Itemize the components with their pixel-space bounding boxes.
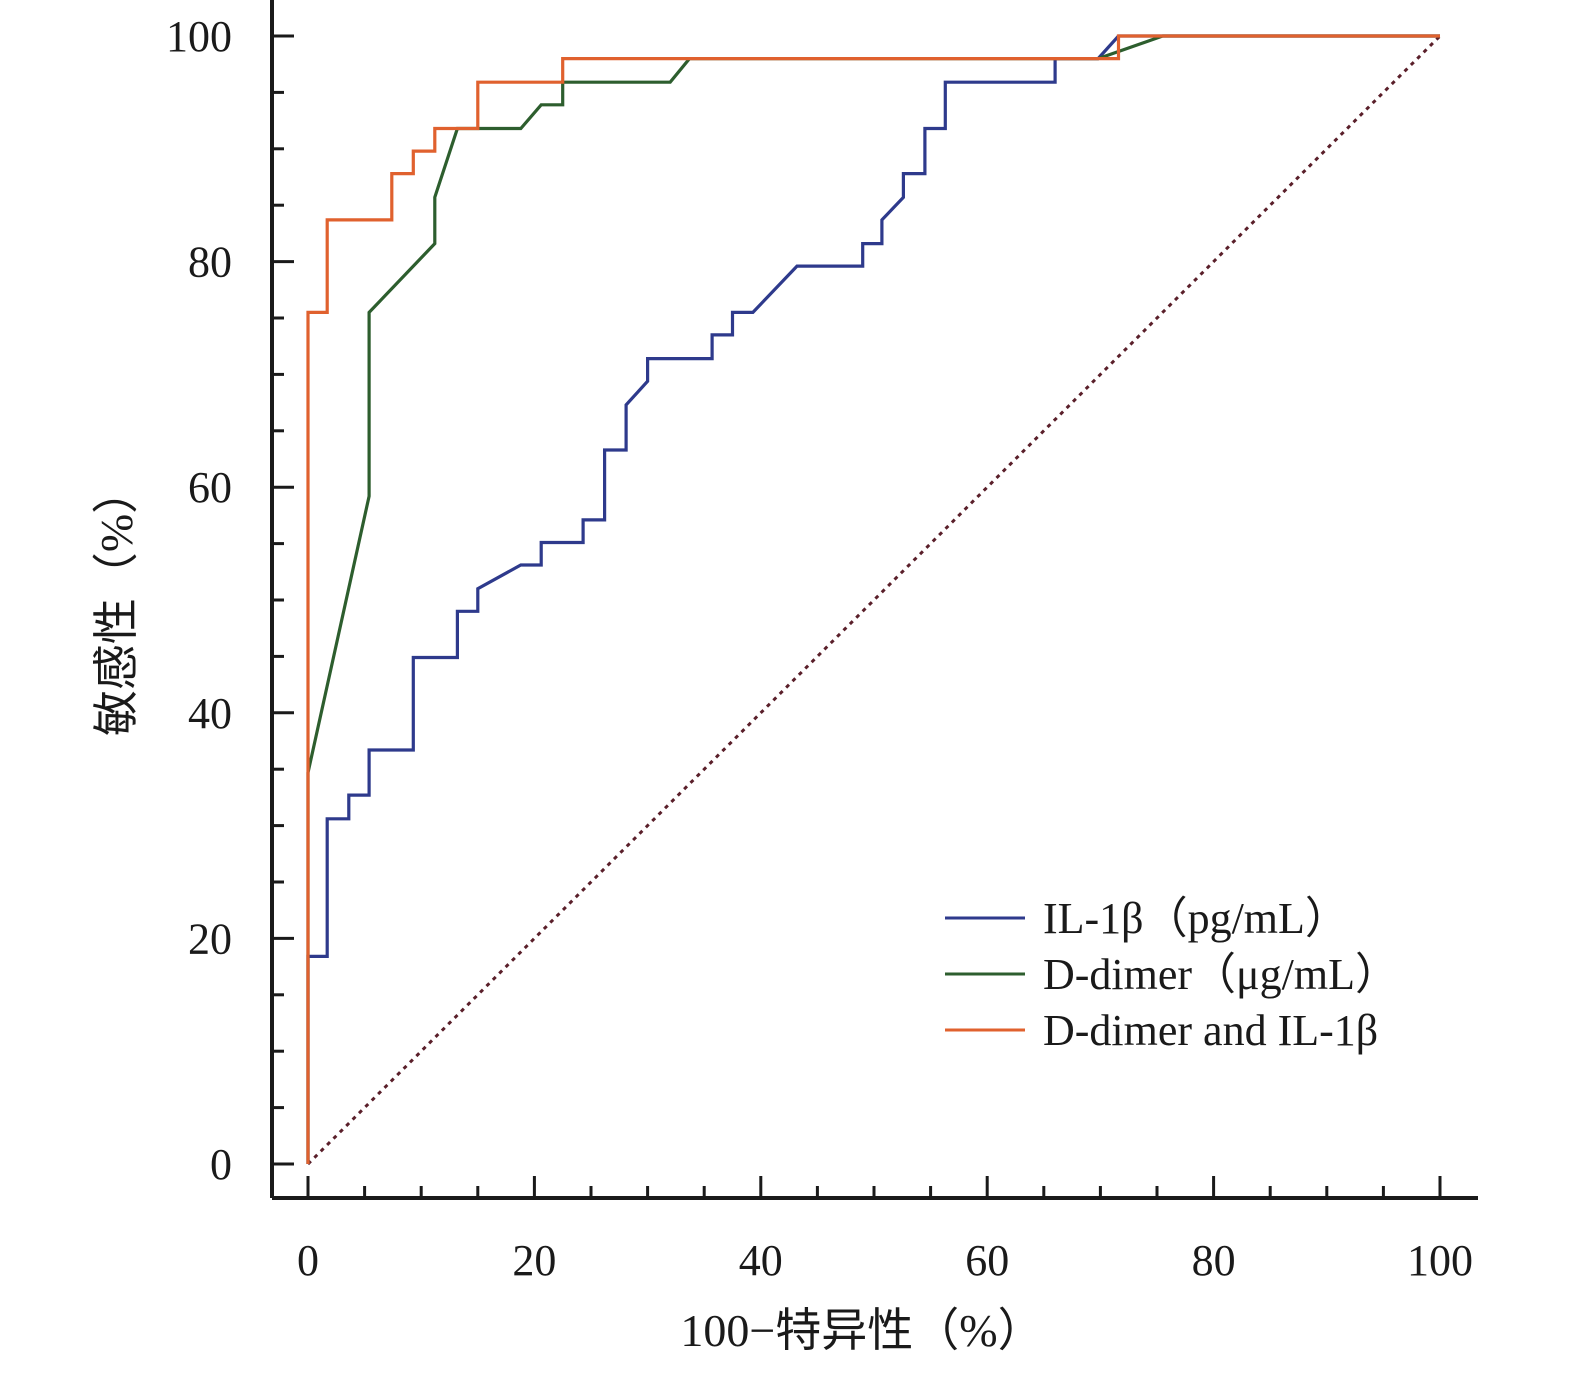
series-layer xyxy=(306,34,1440,1164)
ticks-layer: 0 20 40 60 80 100 0 20 40 60 80 100 xyxy=(166,12,1473,1285)
y-axis-title: 敏感性（%） xyxy=(91,468,142,736)
x-tick-label: 80 xyxy=(1192,1236,1236,1285)
x-tick-label: 0 xyxy=(297,1236,319,1285)
x-tick-label: 20 xyxy=(512,1236,556,1285)
x-tick-label: 60 xyxy=(965,1236,1009,1285)
y-tick-label: 20 xyxy=(188,914,232,963)
y-tick-label: 100 xyxy=(166,12,232,61)
legend: IL-1β（pg/mL） D-dimer（μg/mL） D-dimer and … xyxy=(945,894,1399,1055)
series-line-combined xyxy=(306,34,1440,1164)
series-line-il1b xyxy=(306,34,1440,1164)
x-tick-label: 40 xyxy=(739,1236,783,1285)
y-tick-label: 40 xyxy=(188,689,232,738)
legend-label-combined: D-dimer and IL-1β xyxy=(1043,1006,1378,1055)
y-tick-label: 0 xyxy=(210,1140,232,1189)
y-tick-label: 80 xyxy=(188,238,232,287)
legend-label-d-dimer: D-dimer（μg/mL） xyxy=(1043,950,1399,999)
y-tick-label: 60 xyxy=(188,463,232,512)
x-axis-title: 100−特异性（%） xyxy=(680,1305,1043,1356)
x-tick-label: 100 xyxy=(1407,1236,1473,1285)
legend-label-il1b: IL-1β（pg/mL） xyxy=(1043,894,1349,943)
